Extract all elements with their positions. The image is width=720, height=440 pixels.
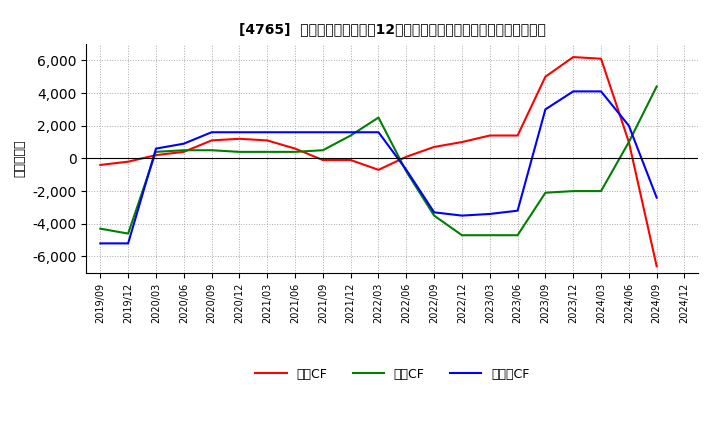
フリーCF	[235, 130, 243, 135]
営業CF	[513, 133, 522, 138]
投資CF	[235, 149, 243, 154]
投資CF	[652, 84, 661, 89]
フリーCF	[430, 210, 438, 215]
投資CF	[485, 233, 494, 238]
営業CF	[96, 162, 104, 168]
営業CF	[485, 133, 494, 138]
投資CF	[346, 133, 355, 138]
投資CF	[624, 139, 633, 145]
営業CF	[402, 154, 410, 159]
フリーCF	[541, 107, 550, 112]
投資CF	[430, 213, 438, 218]
フリーCF	[458, 213, 467, 218]
フリーCF	[569, 89, 577, 94]
フリーCF	[263, 130, 271, 135]
投資CF	[152, 149, 161, 154]
営業CF	[624, 139, 633, 145]
Line: フリーCF: フリーCF	[100, 92, 657, 243]
フリーCF	[207, 130, 216, 135]
投資CF	[597, 188, 606, 194]
投資CF	[541, 190, 550, 195]
営業CF	[374, 167, 383, 172]
営業CF	[318, 158, 327, 163]
営業CF	[263, 138, 271, 143]
投資CF	[374, 115, 383, 120]
投資CF	[291, 149, 300, 154]
フリーCF	[179, 141, 188, 147]
営業CF	[652, 264, 661, 269]
投資CF	[207, 147, 216, 153]
投資CF	[513, 233, 522, 238]
投資CF	[458, 233, 467, 238]
営業CF	[346, 158, 355, 163]
フリーCF	[597, 89, 606, 94]
フリーCF	[152, 146, 161, 151]
営業CF	[179, 149, 188, 154]
営業CF	[207, 138, 216, 143]
営業CF	[291, 146, 300, 151]
投資CF	[179, 147, 188, 153]
営業CF	[152, 153, 161, 158]
Legend: 営業CF, 投資CF, フリーCF: 営業CF, 投資CF, フリーCF	[251, 363, 534, 385]
投資CF	[96, 226, 104, 231]
フリーCF	[374, 130, 383, 135]
投資CF	[124, 231, 132, 236]
フリーCF	[513, 208, 522, 213]
営業CF	[430, 144, 438, 150]
フリーCF	[124, 241, 132, 246]
営業CF	[458, 139, 467, 145]
フリーCF	[291, 130, 300, 135]
営業CF	[235, 136, 243, 141]
営業CF	[569, 55, 577, 60]
営業CF	[541, 74, 550, 79]
投資CF	[318, 147, 327, 153]
フリーCF	[485, 211, 494, 216]
Line: 営業CF: 営業CF	[100, 57, 657, 266]
Title: [4765]  キャッシュフローの12か月移動合計の対前年同期増減額の推移: [4765] キャッシュフローの12か月移動合計の対前年同期増減額の推移	[239, 22, 546, 36]
投資CF	[402, 169, 410, 174]
Y-axis label: （百万円）: （百万円）	[14, 139, 27, 177]
フリーCF	[96, 241, 104, 246]
投資CF	[263, 149, 271, 154]
投資CF	[569, 188, 577, 194]
フリーCF	[652, 195, 661, 200]
営業CF	[124, 159, 132, 164]
フリーCF	[402, 167, 410, 172]
フリーCF	[624, 123, 633, 128]
Line: 投資CF: 投資CF	[100, 87, 657, 235]
フリーCF	[318, 130, 327, 135]
フリーCF	[346, 130, 355, 135]
営業CF	[597, 56, 606, 61]
